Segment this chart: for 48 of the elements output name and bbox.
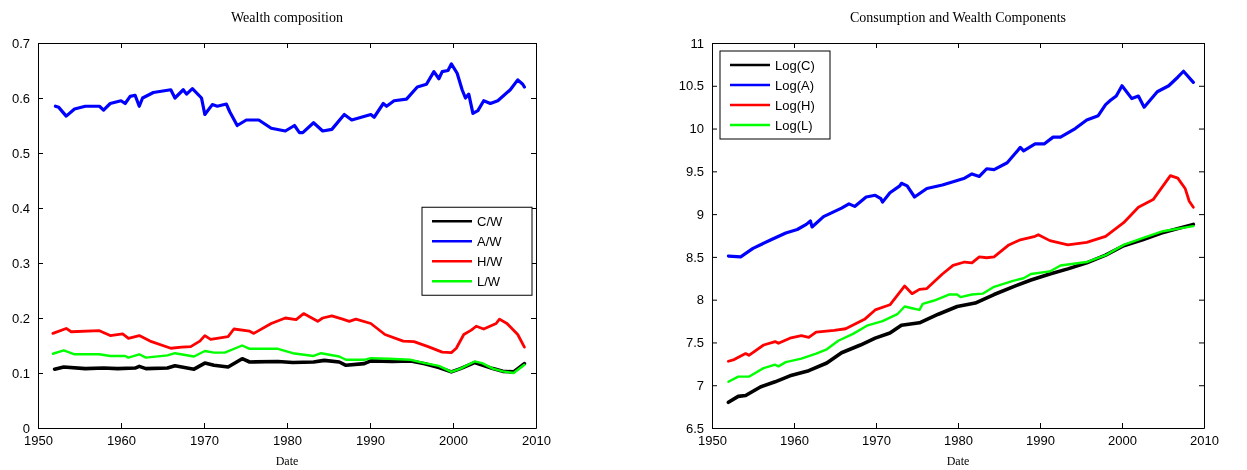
- x-axis-title: Date: [946, 454, 970, 468]
- legend-label: C/W: [477, 214, 503, 230]
- y-tick-label: 0: [22, 420, 30, 436]
- x-tick-label: 2000: [439, 433, 468, 449]
- y-tick-label: 0.4: [11, 200, 30, 216]
- x-tick-label: 1990: [1026, 433, 1055, 449]
- y-tick-label: 9.5: [685, 163, 704, 179]
- line-series: [51, 344, 526, 375]
- line-series: [51, 312, 526, 355]
- line-series: [53, 62, 526, 135]
- y-tick-label: 0.1: [11, 365, 30, 381]
- x-tick-label: 1970: [862, 433, 891, 449]
- y-tick-label: 7: [696, 377, 704, 393]
- chart-title: Wealth composition: [230, 10, 344, 25]
- x-tick-label: 1970: [190, 433, 219, 449]
- x-tick-label: 1960: [107, 433, 136, 449]
- x-tick-label: 1990: [356, 433, 385, 449]
- y-tick-label: 0.2: [11, 310, 30, 326]
- x-tick-label: 2010: [522, 433, 551, 449]
- y-tick-label: 0.5: [11, 145, 30, 161]
- legend-label: H/W: [477, 254, 503, 270]
- x-tick-label: 2010: [1190, 433, 1219, 449]
- x-tick-label: 1980: [273, 433, 302, 449]
- y-tick-label: 11: [690, 35, 704, 51]
- x-tick-label: 1960: [780, 433, 809, 449]
- y-tick-label: 0.3: [11, 255, 30, 271]
- legend-label: Log(L): [775, 118, 813, 133]
- y-tick-label: 9: [696, 206, 704, 222]
- legend-label: A/W: [477, 234, 503, 250]
- legend-label: Log(C): [775, 58, 815, 73]
- x-tick-label: 1950: [24, 433, 53, 449]
- line-series: [727, 174, 1195, 363]
- y-tick-label: 8.5: [685, 249, 704, 265]
- legend-label: Log(H): [775, 98, 815, 113]
- y-tick-label: 0.6: [11, 90, 30, 106]
- y-tick-label: 7.5: [685, 335, 704, 351]
- x-tick-label: 1980: [944, 433, 973, 449]
- y-tick-label: 6.5: [685, 420, 704, 436]
- y-tick-label: 0.7: [11, 35, 30, 51]
- x-tick-label: 1950: [698, 433, 727, 449]
- y-tick-label: 8: [696, 292, 704, 308]
- y-tick-label: 10: [689, 121, 704, 137]
- x-axis-title: Date: [275, 454, 299, 468]
- legend-label: L/W: [477, 274, 501, 290]
- chart-title: Consumption and Wealth Components: [850, 10, 1066, 25]
- legend-label: Log(A): [775, 78, 815, 93]
- x-tick-label: 2000: [1108, 433, 1137, 449]
- y-tick-label: 10.5: [678, 78, 704, 94]
